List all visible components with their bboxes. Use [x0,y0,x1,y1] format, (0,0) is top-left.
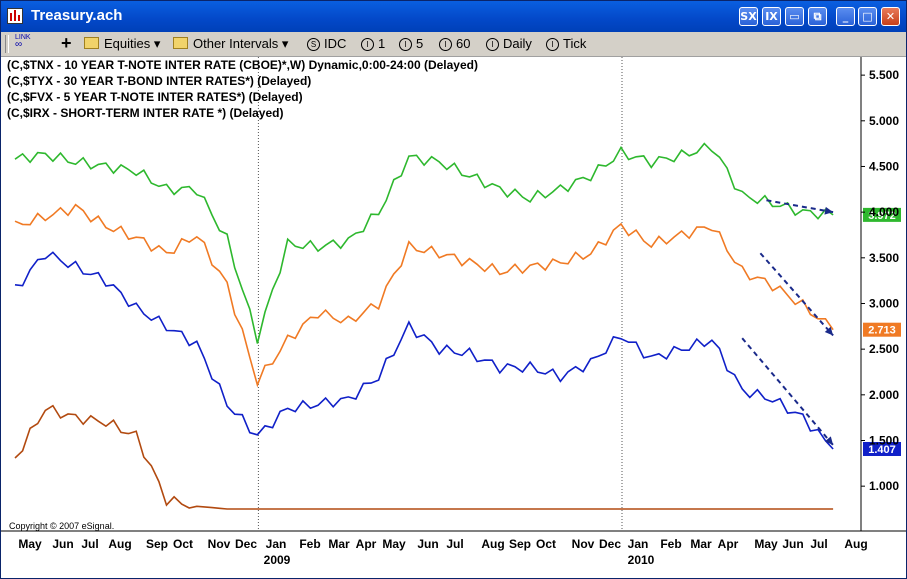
clock-icon: S [307,38,320,51]
y-tick-label: 3.500 [869,251,899,265]
yield-chart[interactable]: 3.972 2.713 1.407 1.000 1.500 2.000 2.500 3.00… [1,57,906,578]
legend-entry: (C,$TYX - 30 YEAR T-BOND INTER RATES*) (… [7,74,311,88]
x-tick-label: Jun [417,537,438,551]
year-label: 2010 [628,553,655,567]
window-title: Treasury.ach [31,7,123,24]
interval-60-button[interactable]: I 60 [439,36,470,51]
trend-arrow [759,252,834,337]
x-tick-label: Apr [718,537,739,551]
symbol-x-icon[interactable]: SX [739,7,758,26]
x-tick-label: Aug [844,537,867,551]
toolbar: LINK ∞ + Equities ▾ Other Intervals ▾ S ID… [1,32,906,57]
last-value-label: 3.972 [868,210,896,222]
equities-dropdown[interactable]: Equities ▾ [84,36,160,52]
x-tick-label: Feb [299,537,320,551]
x-tick-label: Sep [509,537,531,551]
x-tick-label: Jul [81,537,98,551]
x-tick-label: Oct [536,537,556,551]
interval-daily-button[interactable]: I Daily [486,36,532,51]
y-tick-label: 3.000 [869,296,899,310]
link-window-icon[interactable]: ⧉ [808,7,827,26]
x-tick-label: Mar [328,537,350,551]
y-tick-label: 5.500 [869,68,899,82]
year-label: 2009 [264,553,291,567]
clock-icon: I [486,38,499,51]
x-tick-label: Jul [810,537,827,551]
x-tick-label: Apr [356,537,377,551]
y-tick-label: 5.000 [869,114,899,128]
arrow-head-icon [824,436,834,446]
x-tick-label: Jan [628,537,649,551]
legend-entry: (C,$TNX - 10 YEAR T-NOTE INTER RATE (CBO… [7,58,478,72]
clock-icon: I [399,38,412,51]
x-tick-label: Dec [599,537,621,551]
x-tick-label: Jan [266,537,287,551]
x-tick-label: Nov [208,537,231,551]
copyright-text: Copyright © 2007 eSignal. [9,521,114,531]
x-tick-label: Mar [690,537,712,551]
restore-window-icon[interactable]: ▭ [785,7,804,26]
other-intervals-dropdown[interactable]: Other Intervals ▾ [173,36,288,52]
y-tick-label: 1.500 [869,433,899,447]
x-tick-label: Jun [782,537,803,551]
last-value-badge [863,322,901,337]
x-tick-label: Jun [52,537,73,551]
x-tick-label: Dec [235,537,257,551]
last-value-badge [863,441,901,456]
folder-icon [84,37,99,49]
price-axis-panel [861,57,906,578]
last-value-label: 2.713 [868,325,896,337]
y-tick-label: 4.000 [869,205,899,219]
y-tick-label: 4.500 [869,159,899,173]
add-button[interactable]: + [61,33,72,53]
x-tick-label: Aug [108,537,131,551]
last-value-badge [863,207,901,222]
last-value-label: 1.407 [868,444,896,456]
y-tick-label: 2.000 [869,388,899,402]
clock-icon: I [546,38,559,51]
y-tick-label: 1.000 [869,479,899,493]
x-tick-label: May [18,537,42,551]
x-tick-label: Feb [660,537,681,551]
legend-entry: (C,$FVX - 5 YEAR T-NOTE INTER RATES*) (D… [7,90,303,104]
x-tick-label: May [754,537,778,551]
minimize-icon[interactable]: _ [836,7,855,26]
clock-icon: I [439,38,452,51]
interval-idc-button[interactable]: S IDC [307,36,346,51]
x-tick-label: Aug [481,537,504,551]
x-tick-label: Sep [146,537,168,551]
x-tick-label: May [382,537,406,551]
series-line-irx [14,404,834,510]
interval-x-icon[interactable]: IX [762,7,781,26]
legend-entry: (C,$IRX - SHORT-TERM INTER RATE *) (Dela… [7,106,283,120]
link-icon[interactable]: LINK ∞ [15,34,31,50]
y-tick-label: 2.500 [869,342,899,356]
maximize-icon[interactable]: □ [858,7,877,26]
folder-icon [173,37,188,49]
series-line-fvx [14,251,834,450]
x-tick-label: Jul [446,537,463,551]
interval-tick-button[interactable]: I Tick [546,36,586,51]
arrow-head-icon [824,326,834,336]
arrow-head-icon [824,206,834,215]
title-bar[interactable]: Treasury.ach SX IX ▭ ⧉ _ □ ✕ [1,1,906,32]
trend-arrow [766,199,834,214]
clock-icon: I [361,38,374,51]
series-line-tyx [14,142,834,344]
series-line-tnx [14,203,834,388]
chart-app-icon [7,8,23,24]
x-tick-label: Oct [173,537,193,551]
x-tick-label: Nov [572,537,595,551]
close-icon[interactable]: ✕ [881,7,900,26]
